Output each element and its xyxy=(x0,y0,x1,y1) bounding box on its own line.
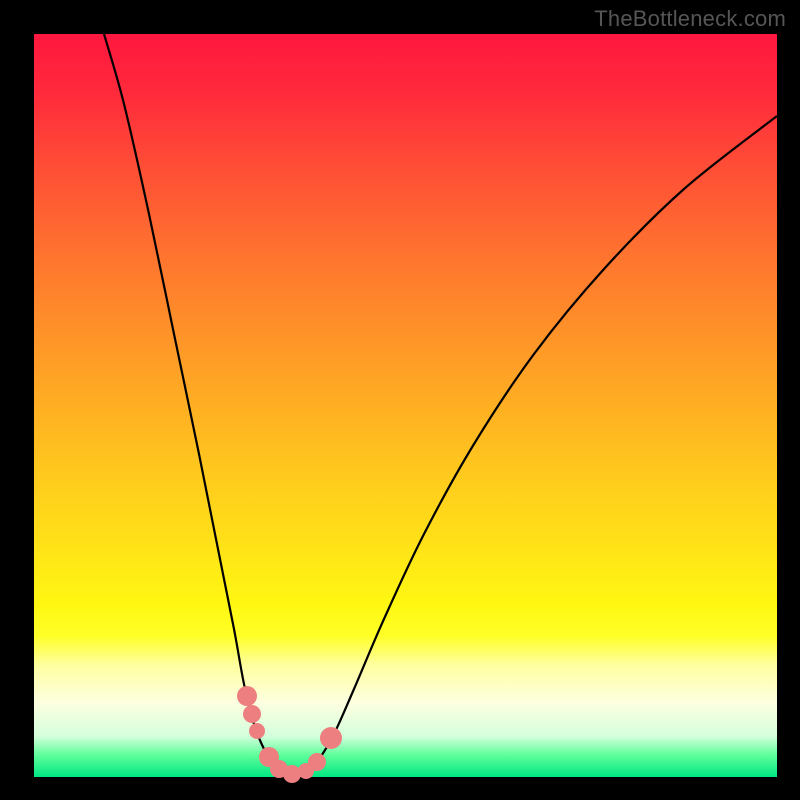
plot-area xyxy=(34,34,777,777)
data-marker xyxy=(320,727,342,749)
data-marker xyxy=(237,686,257,706)
bottleneck-curve xyxy=(34,34,777,777)
data-marker xyxy=(308,753,326,771)
data-marker xyxy=(249,723,265,739)
data-marker xyxy=(243,705,261,723)
watermark-text: TheBottleneck.com xyxy=(594,6,786,32)
